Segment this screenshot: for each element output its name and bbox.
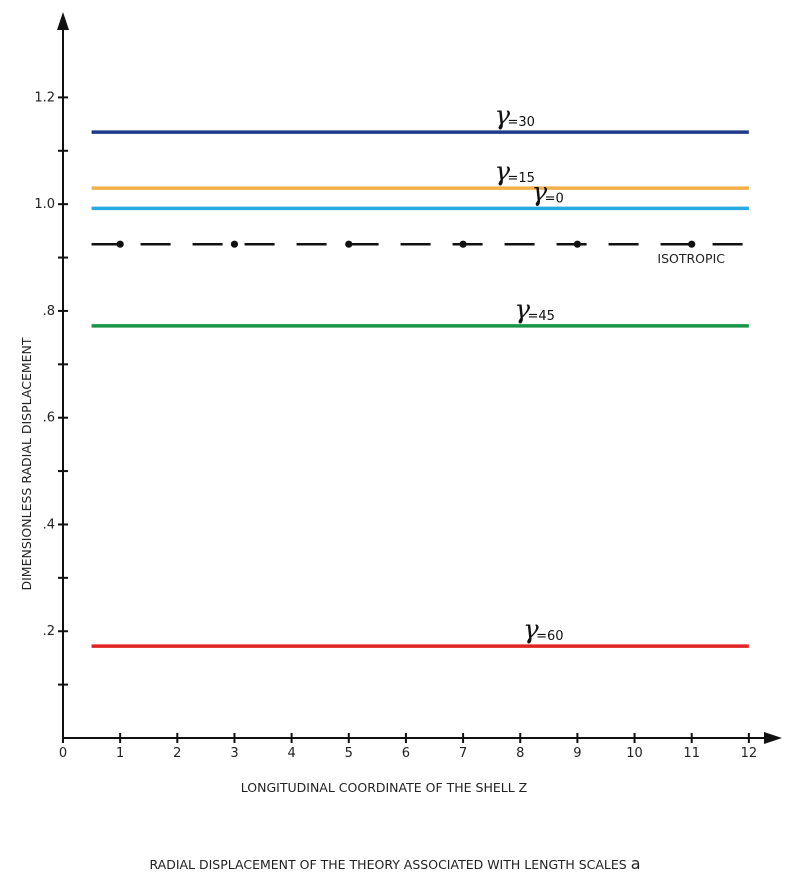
x-tick-label: 0 <box>59 746 67 761</box>
gamma-symbol: γ <box>495 101 511 131</box>
x-tick-label: 3 <box>230 746 238 761</box>
series-dot-isotropic <box>459 240 467 248</box>
x-tick-label: 11 <box>683 746 700 761</box>
series-dot-isotropic <box>116 240 124 248</box>
axes <box>57 12 782 744</box>
series-lines <box>91 130 749 648</box>
gamma-label: =0 <box>545 191 564 206</box>
x-tick-label: 1 <box>116 746 124 761</box>
y-tick-label: .4 <box>43 517 55 532</box>
gamma-symbol: γ <box>523 615 539 645</box>
caption-symbol: a <box>630 854 641 873</box>
x-tick-label: 12 <box>741 746 758 761</box>
y-tick-label: .8 <box>43 304 55 319</box>
x-tick-label: 7 <box>459 746 467 761</box>
x-tick-label: 5 <box>345 746 353 761</box>
series-dot-isotropic <box>573 240 581 248</box>
annotations: ISOTROPIC <box>657 251 725 266</box>
gamma-label: =60 <box>536 629 563 644</box>
figure-caption: RADIAL DISPLACEMENT OF THE THEORY ASSOCI… <box>0 854 790 873</box>
y-tick-label: 1.2 <box>34 90 55 105</box>
y-tick-label: 1.0 <box>34 197 55 212</box>
x-axis-arrowhead <box>764 732 782 744</box>
x-tick-label: 10 <box>626 746 643 761</box>
x-ticks: 0 1 2 3 4 5 6 7 8 9 10 11 12 <box>59 733 757 761</box>
y-axis-title: DIMENSIONLESS RADIAL DISPLACEMENT <box>19 337 34 590</box>
series-labels: γ=30γ=15γ=0γ=45γ=60 <box>495 101 564 645</box>
y-tick-label: .6 <box>43 411 55 426</box>
x-tick-label: 2 <box>173 746 181 761</box>
gamma-label: =15 <box>508 171 535 186</box>
y-axis-arrowhead <box>57 12 69 30</box>
x-tick-label: 4 <box>287 746 295 761</box>
gamma-symbol: γ <box>515 295 531 325</box>
caption-text: RADIAL DISPLACEMENT OF THE THEORY ASSOCI… <box>149 857 627 872</box>
x-tick-label: 8 <box>516 746 524 761</box>
series-dot-isotropic <box>688 240 696 248</box>
x-tick-label: 9 <box>573 746 581 761</box>
x-tick-label: 6 <box>402 746 410 761</box>
series-dot-isotropic <box>230 240 239 248</box>
x-axis-title: LONGITUDINAL COORDINATE OF THE SHELL Z <box>241 780 527 795</box>
gamma-label: =30 <box>508 115 535 130</box>
annotation-label: ISOTROPIC <box>657 251 725 266</box>
y-tick-label: .2 <box>43 624 55 639</box>
y-ticks: .2 .4 .6 .8 1.0 1.2 <box>34 90 68 686</box>
gamma-symbol: γ <box>532 177 548 207</box>
gamma-label: =45 <box>528 309 555 324</box>
gamma-symbol: γ <box>495 157 511 187</box>
series-dot-isotropic <box>345 240 353 248</box>
